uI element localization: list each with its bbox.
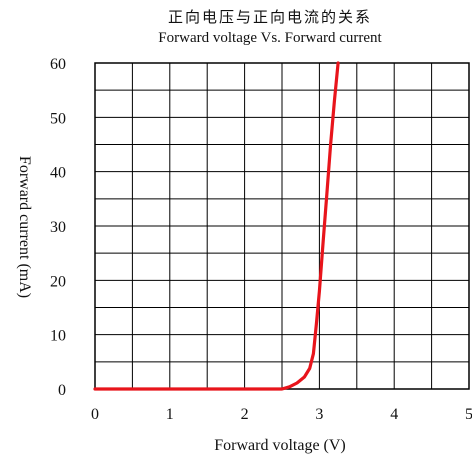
y-tick-label-3: 30	[50, 219, 66, 236]
x-axis-label: Forward voltage (V)	[214, 437, 346, 454]
x-tick-label-0: 0	[91, 406, 99, 423]
grid	[95, 63, 469, 389]
y-tick-label-2: 20	[50, 273, 66, 290]
x-tick-label-4: 4	[390, 406, 398, 423]
series-layer	[93, 61, 340, 391]
x-tick-labels: 0 1 2 3 4 5	[91, 406, 472, 423]
x-tick-label-5: 5	[465, 406, 472, 423]
y-tick-label-5: 50	[50, 110, 66, 127]
y-tick-labels: 0 10 20 30 40 50 60	[50, 56, 66, 399]
x-tick-label-2: 2	[241, 406, 249, 423]
y-tick-label-6: 60	[50, 56, 66, 73]
y-tick-label-0: 0	[58, 382, 66, 399]
x-tick-label-1: 1	[166, 406, 174, 423]
y-tick-label-4: 40	[50, 165, 66, 182]
series-line-0	[93, 61, 340, 391]
y-axis-label: Forward current (mA)	[16, 156, 33, 298]
chart-subtitle: Forward voltage Vs. Forward current	[158, 30, 382, 46]
y-tick-label-1: 10	[50, 328, 66, 345]
x-tick-label-3: 3	[315, 406, 323, 423]
chart-title: 正向电压与正向电流的关系	[168, 9, 372, 26]
